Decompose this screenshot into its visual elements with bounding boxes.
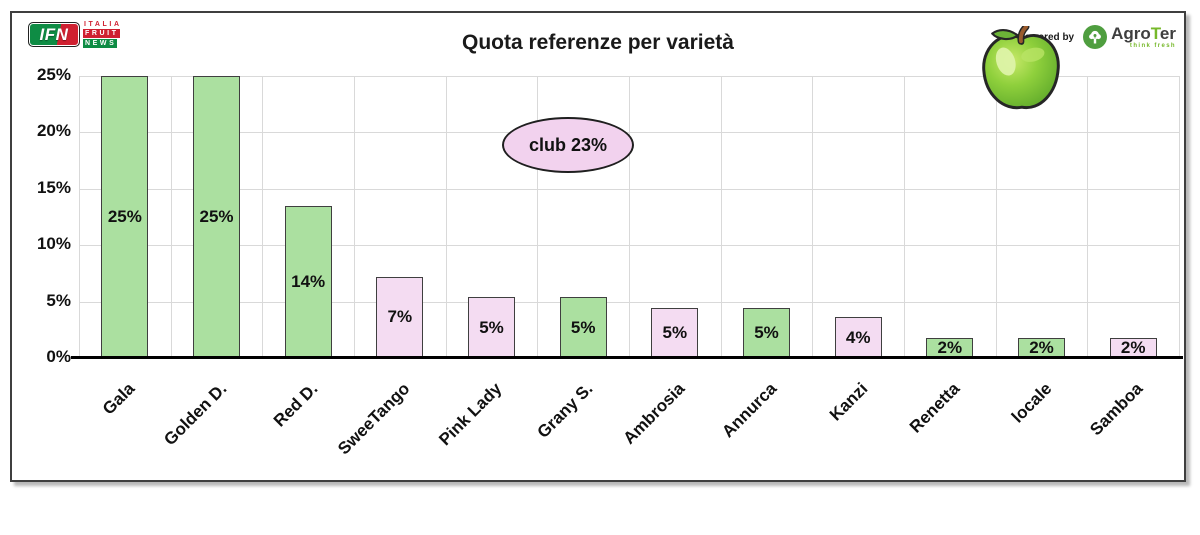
- x-axis-label-grany-s-: Grany S.: [533, 379, 597, 442]
- x-axis-label-renetta: Renetta: [905, 379, 964, 437]
- bar-annurca: 5%: [743, 308, 790, 358]
- ifn-logo-wordmark: ITALIA FRUIT NEWS: [83, 21, 122, 48]
- bar-gala: 25%: [101, 76, 149, 358]
- chart-title: Quota referenze per varietà: [462, 31, 734, 54]
- bar-locale: 2%: [1018, 337, 1065, 358]
- gridline-v-7: [720, 76, 722, 358]
- gridline-v-1: [170, 76, 172, 358]
- x-axis-label-red-d-: Red D.: [270, 379, 322, 431]
- bar-sweetango: 7%: [376, 276, 424, 358]
- club-share-annotation: club 23%: [502, 117, 634, 173]
- gridline-v-5: [537, 76, 539, 358]
- y-axis-tick-15%: 15%: [36, 177, 71, 197]
- bar-value-label: 14%: [291, 271, 326, 291]
- bar-value-label: 2%: [1120, 337, 1146, 357]
- bar-value-label: 4%: [845, 327, 871, 347]
- ifn-logo: IFN ITALIA FRUIT NEWS: [28, 21, 122, 48]
- bar-value-label: 25%: [107, 207, 142, 226]
- bar-pink-lady: 5%: [468, 297, 515, 358]
- x-axis-label-samboa: Samboa: [1086, 379, 1147, 440]
- bar-value-label: 2%: [937, 337, 963, 357]
- bar-value-label: 5%: [754, 323, 779, 343]
- bar-value-label: 5%: [479, 317, 504, 337]
- bar-value-label: 5%: [662, 323, 688, 343]
- ifn-logo-box: IFN: [28, 22, 80, 47]
- bar-samboa: 2%: [1109, 337, 1157, 358]
- agroter-tagline: think fresh: [1129, 43, 1176, 49]
- x-axis-label-ambrosia: Ambrosia: [619, 379, 689, 448]
- agroter-logo: AgroTer think fresh: [1083, 25, 1176, 49]
- gridline-v-10: [995, 76, 997, 358]
- x-axis-label-sweetango: SweeTango: [333, 379, 414, 459]
- green-apple-illustration: [982, 26, 1060, 110]
- ifn-italia-label: ITALIA: [84, 21, 122, 28]
- bar-value-label: 25%: [199, 207, 234, 226]
- bar-value-label: 5%: [570, 317, 596, 337]
- gridline-v-8: [812, 76, 814, 358]
- bar-grany-s-: 5%: [559, 297, 607, 358]
- y-axis-tick-0%: 0%: [46, 347, 71, 366]
- gridline-v-0: [79, 76, 80, 358]
- gridline-v-2: [262, 76, 264, 358]
- x-axis-line: [71, 356, 1183, 359]
- x-axis-label-golden-d-: Golden D.: [159, 379, 230, 450]
- y-axis-tick-5%: 5%: [46, 290, 71, 310]
- bar-ambrosia: 5%: [651, 308, 699, 358]
- gridline-v-6: [629, 76, 630, 358]
- gridline-v-3: [354, 76, 355, 358]
- bar-value-label: 7%: [387, 307, 413, 327]
- gridline-v-9: [904, 76, 905, 358]
- bar-renetta: 2%: [926, 337, 974, 358]
- x-axis-label-gala: Gala: [98, 379, 139, 419]
- y-axis-tick-25%: 25%: [36, 65, 71, 84]
- bar-value-label: 2%: [1029, 337, 1054, 357]
- x-axis-label-kanzi: Kanzi: [826, 379, 872, 425]
- agroter-name: AgroTer: [1111, 24, 1176, 43]
- x-axis-label-locale: locale: [1007, 379, 1055, 427]
- ifn-logo-text: IFN: [39, 24, 69, 44]
- powered-by-block: powered by AgroTer think fresh: [1019, 25, 1176, 49]
- chart-container: IFN ITALIA FRUIT NEWS Quota referenze pe…: [10, 11, 1186, 482]
- ifn-news-label: NEWS: [83, 39, 118, 48]
- y-axis-tick-10%: 10%: [36, 234, 71, 254]
- gridline-v-12: [1179, 76, 1180, 358]
- gridline-v-11: [1087, 76, 1089, 358]
- plot-area: 0% 5% 10% 15% 20% 25% 25% Gala 25% Golden D. 14% Re…: [37, 65, 1183, 458]
- powered-by-label: powered by: [1018, 31, 1075, 43]
- x-axis-label-annurca: Annurca: [717, 379, 780, 442]
- bar-kanzi: 4%: [834, 317, 882, 358]
- bar-golden-d-: 25%: [193, 76, 240, 358]
- agroter-wordmark: AgroTer think fresh: [1111, 25, 1176, 49]
- bar-red-d-: 14%: [284, 205, 332, 358]
- x-axis-label-pink-lady: Pink Lady: [434, 379, 505, 450]
- ifn-fruit-label: FRUIT: [83, 29, 120, 38]
- y-axis-tick-20%: 20%: [36, 121, 71, 141]
- agroter-tree-icon: [1083, 25, 1108, 49]
- gridline-v-4: [445, 76, 447, 358]
